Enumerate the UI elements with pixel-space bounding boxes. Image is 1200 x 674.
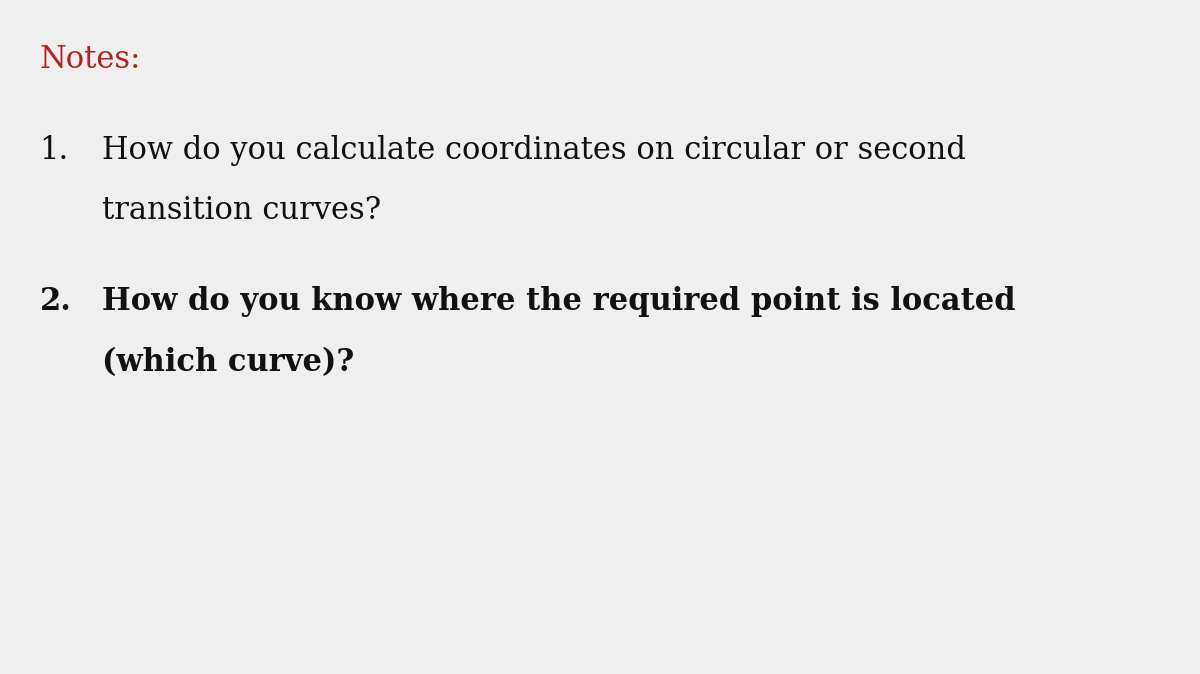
Text: Notes:: Notes:	[40, 44, 140, 75]
Text: transition curves?: transition curves?	[102, 195, 382, 226]
Text: How do you calculate coordinates on circular or second: How do you calculate coordinates on circ…	[102, 135, 966, 166]
Text: 1.: 1.	[40, 135, 68, 166]
Text: (which curve)?: (which curve)?	[102, 347, 354, 378]
Text: 2.: 2.	[40, 286, 72, 317]
Text: How do you know where the required point is located: How do you know where the required point…	[102, 286, 1015, 317]
